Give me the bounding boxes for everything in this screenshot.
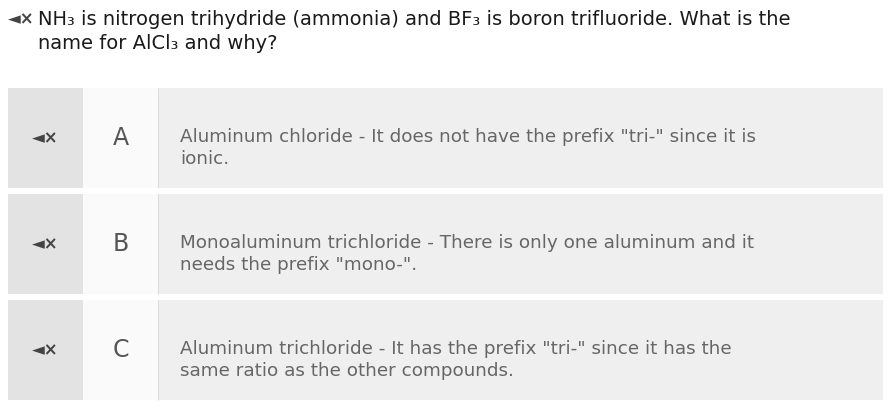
Text: A: A (112, 126, 128, 150)
Text: NH₃ is nitrogen trihydride (ammonia) and BF₃ is boron trifluoride. What is the: NH₃ is nitrogen trihydride (ammonia) and… (38, 10, 790, 29)
Bar (8, 88, 883, 188)
Text: name for AlCl₃ and why?: name for AlCl₃ and why? (38, 34, 277, 53)
Bar (83, 194, 158, 294)
Bar (8, 88, 83, 188)
Text: C: C (112, 338, 129, 362)
Bar (83, 300, 158, 400)
Text: ◄×: ◄× (32, 129, 59, 147)
Text: Monoaluminum trichloride - There is only one aluminum and it: Monoaluminum trichloride - There is only… (180, 234, 754, 252)
Bar (8, 300, 83, 400)
Text: ◄×: ◄× (32, 341, 59, 359)
Bar (8, 300, 883, 400)
Text: ◄×: ◄× (32, 235, 59, 253)
Bar (83, 88, 158, 188)
Bar (8, 194, 883, 294)
Text: same ratio as the other compounds.: same ratio as the other compounds. (180, 362, 514, 380)
Text: ◄×: ◄× (8, 10, 35, 28)
Text: Aluminum trichloride - It has the prefix "tri-" since it has the: Aluminum trichloride - It has the prefix… (180, 340, 732, 358)
Text: Aluminum chloride - It does not have the prefix "tri-" since it is: Aluminum chloride - It does not have the… (180, 128, 756, 146)
Text: needs the prefix "mono-".: needs the prefix "mono-". (180, 256, 417, 274)
Text: ionic.: ionic. (180, 150, 229, 168)
Bar (8, 194, 83, 294)
Text: B: B (112, 232, 128, 256)
